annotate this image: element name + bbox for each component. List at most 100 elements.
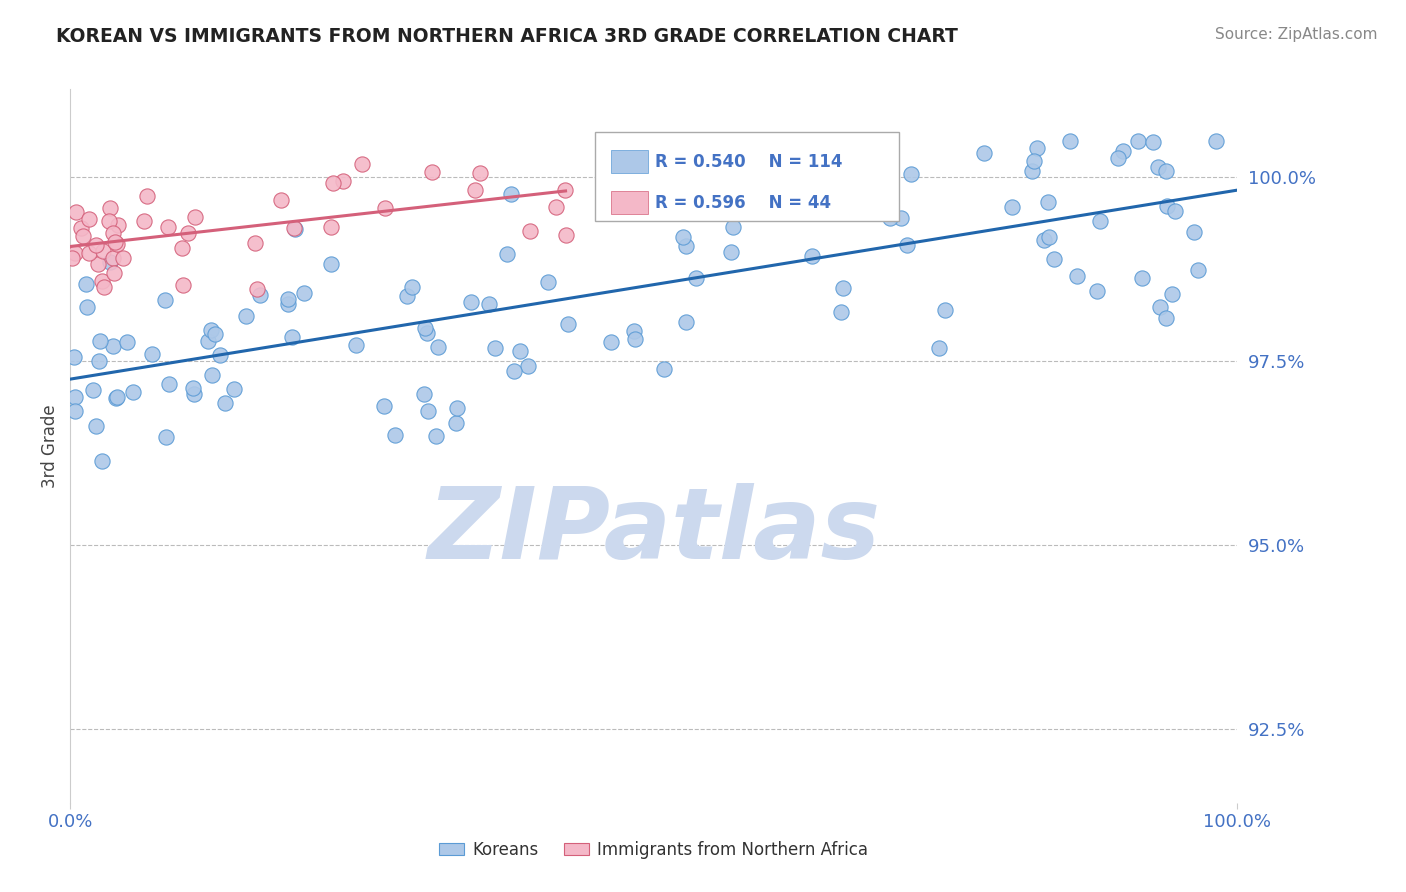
Point (509, 344, 531, 359)
Point (201, 368, 224, 382)
Point (1187, 263, 1209, 277)
Point (332, 173, 354, 187)
Point (141, 347, 163, 361)
Point (101, 227, 124, 241)
Point (928, 341, 950, 355)
Point (1149, 300, 1171, 314)
Point (65, 205, 87, 219)
Point (200, 323, 222, 337)
Point (416, 326, 439, 340)
Point (900, 167, 922, 181)
Legend: Koreans, Immigrants from Northern Africa: Koreans, Immigrants from Northern Africa (433, 835, 875, 866)
Point (63, 246, 86, 260)
Point (468, 166, 491, 180)
Point (72, 229, 94, 244)
Point (249, 288, 271, 302)
Point (322, 176, 344, 190)
Point (832, 281, 855, 295)
Point (896, 237, 918, 252)
Point (1033, 233, 1056, 247)
Point (679, 203, 702, 218)
Point (675, 316, 697, 330)
Point (1088, 213, 1111, 227)
Point (132, 213, 155, 227)
Point (401, 280, 423, 294)
Point (1163, 203, 1185, 218)
Point (63, 350, 86, 364)
FancyBboxPatch shape (610, 192, 648, 214)
Point (101, 251, 124, 265)
Point (1160, 286, 1182, 301)
Point (277, 296, 299, 310)
Point (177, 226, 200, 240)
Point (101, 338, 124, 352)
Point (863, 157, 886, 171)
Text: R = 0.540    N = 114: R = 0.540 N = 114 (655, 153, 842, 171)
Point (277, 292, 299, 306)
Point (1001, 200, 1024, 214)
Point (1154, 163, 1177, 178)
Point (460, 295, 482, 310)
Point (420, 164, 443, 178)
Point (63, 390, 86, 404)
Point (502, 364, 524, 378)
Point (103, 267, 125, 281)
Point (1042, 252, 1064, 267)
Point (800, 249, 823, 263)
Point (111, 251, 134, 265)
Point (98, 214, 121, 228)
Point (155, 430, 177, 444)
Point (1085, 285, 1108, 299)
Text: R = 0.596    N = 44: R = 0.596 N = 44 (655, 194, 831, 212)
Point (1205, 134, 1227, 148)
Point (557, 317, 579, 331)
Point (860, 163, 883, 178)
Point (675, 238, 697, 252)
Point (495, 247, 517, 261)
Point (84, 418, 107, 433)
Point (685, 271, 707, 285)
Point (214, 395, 236, 409)
Point (624, 332, 647, 346)
Point (1066, 268, 1088, 283)
Point (1130, 270, 1153, 285)
Point (235, 309, 257, 323)
Point (319, 256, 342, 270)
Point (86, 257, 108, 271)
Point (672, 229, 695, 244)
Point (516, 359, 538, 373)
Point (879, 211, 901, 225)
Point (183, 386, 205, 401)
Point (652, 361, 675, 376)
Point (484, 341, 506, 355)
Point (98, 201, 121, 215)
Point (280, 330, 302, 344)
Point (1112, 144, 1135, 158)
Point (90, 454, 112, 468)
FancyBboxPatch shape (610, 151, 648, 173)
Point (107, 218, 129, 232)
Point (243, 236, 266, 251)
Point (153, 293, 176, 307)
Point (69, 220, 91, 235)
Point (546, 200, 568, 214)
Point (1021, 163, 1043, 178)
Point (156, 219, 179, 234)
Point (1154, 310, 1177, 325)
Point (84, 238, 107, 252)
Point (122, 385, 145, 400)
Point (554, 183, 576, 197)
Point (75, 277, 97, 292)
Point (246, 283, 269, 297)
Point (723, 219, 745, 234)
Point (82, 384, 104, 398)
Point (1038, 195, 1060, 210)
Point (1025, 141, 1047, 155)
Point (197, 334, 219, 349)
Point (284, 221, 307, 235)
Point (1024, 154, 1046, 169)
Point (89, 354, 111, 368)
Point (756, 134, 779, 148)
Point (172, 278, 194, 293)
Point (90, 274, 112, 288)
